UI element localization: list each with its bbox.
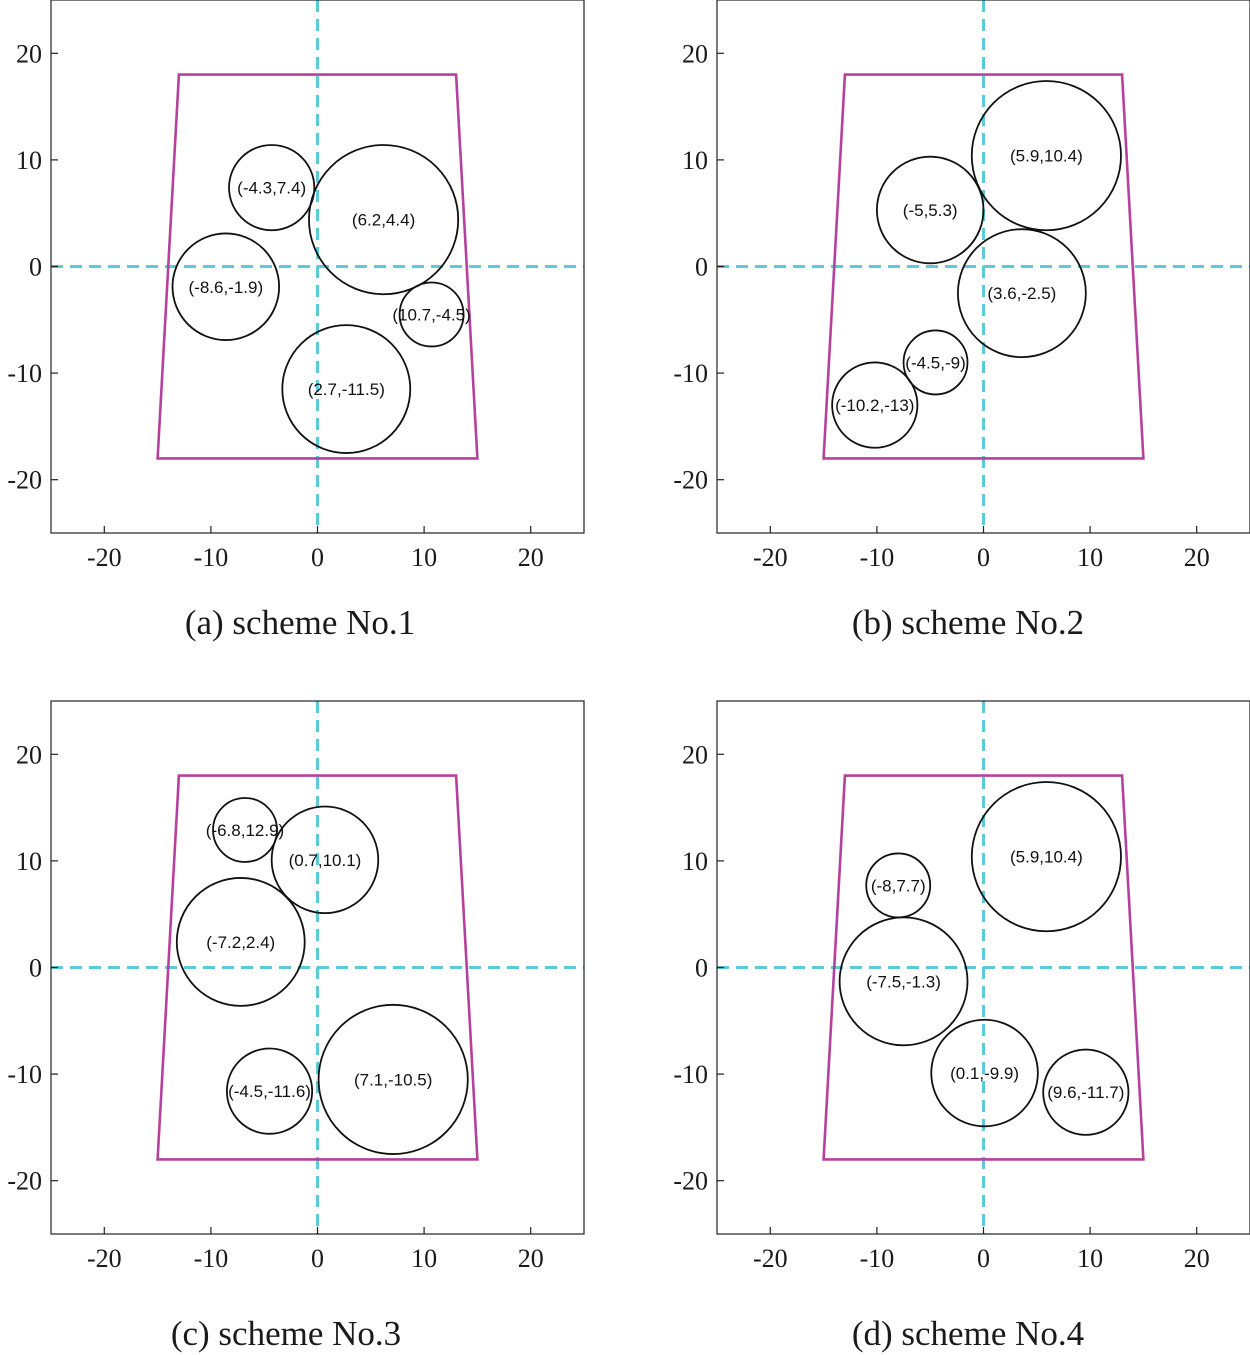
panel-d-circle-1 [970, 781, 1122, 933]
panel-a-ytick-label-4: -10 [7, 359, 42, 388]
panel-a: (-4.3,7.4) (6.2,4.4) (-8.6,-1.9) (10.7,-4.5… [7, 0, 585, 642]
panel-b-circle-3 [957, 228, 1087, 359]
panel-b-xtick-label-2: -10 [860, 543, 895, 572]
panel-a-circle-1 [228, 144, 316, 232]
panel-a-ytick-label-3: 0 [29, 253, 42, 282]
panel-c-circle-5 [317, 1003, 469, 1155]
panel-d-caption: (d) scheme No.4 [852, 1314, 1084, 1353]
panel-b-circle-label-4: (-4.5,-9) [905, 353, 965, 372]
panel-d-xtick-label-5: 20 [1184, 1244, 1210, 1273]
panel-b-xtick-label-4: 10 [1077, 543, 1103, 572]
panel-c-caption: (c) scheme No.3 [171, 1314, 401, 1353]
panel-c-circle-2 [270, 805, 380, 915]
panel-b-circle-label-5: (-10.2,-13) [835, 396, 914, 415]
panel-a-boundary [156, 73, 479, 460]
panel-a-circle-label-5: (2.7,-11.5) [308, 380, 385, 399]
panel-a-circle-label-4: (10.7,-4.5) [392, 305, 470, 324]
panel-c-xtick-label-4: 10 [411, 1244, 437, 1273]
panel-a-circle-label-1: (-4.3,7.4) [237, 179, 306, 198]
panel-b-xtick-label-5: 20 [1184, 543, 1210, 572]
panel-a-xtick-label-1: -20 [87, 543, 122, 572]
panel-c-circle-1 [212, 797, 278, 863]
panel-b-circle-2 [876, 155, 985, 265]
panel-b-circle-label-2: (-5,5.3) [903, 201, 958, 220]
panel-a-circle-label-2: (6.2,4.4) [352, 211, 415, 230]
panel-b-circle-5 [831, 361, 919, 449]
panel-d-circle-3 [838, 916, 969, 1047]
panel-b-ytick-label-3: 0 [695, 253, 708, 282]
panel-a-ytick-label-2: 10 [16, 146, 42, 175]
panel-a-ytick-label-1: 20 [16, 39, 42, 68]
panel-a-xtick-label-3: 0 [311, 543, 324, 572]
panel-d-circle-label-3: (-7.5,-1.3) [866, 972, 941, 991]
panel-d-xtick-label-3: 0 [977, 1244, 990, 1273]
panel-c-xtick-label-5: 20 [518, 1244, 544, 1273]
panel-d-circle-label-1: (5.9,10.4) [1010, 848, 1083, 867]
panel-b-caption: (b) scheme No.2 [852, 603, 1084, 642]
panel-c: (-6.8,12.9) (0.7,10.1) (-7.2,2.4) (-4.5,-11… [7, 700, 585, 1353]
panel-c-circle-label-4: (-4.5,-11.6) [228, 1082, 311, 1101]
panel-a-circle-3 [171, 232, 281, 341]
panel-c-xtick-label-2: -10 [194, 1244, 229, 1273]
panel-b-circle-4 [902, 329, 969, 396]
panel-c-boundary [156, 774, 479, 1161]
panel-b: (5.9,10.4) (-5,5.3) (3.6,-2.5) (-4.5,-9) (-1… [673, 0, 1250, 642]
panel-d-xtick-label-4: 10 [1077, 1244, 1103, 1273]
panel-d-xtick-label-2: -10 [860, 1244, 895, 1273]
panel-a-circle-2 [308, 144, 460, 296]
panel-d-ytick-label-5: -20 [673, 1167, 708, 1196]
panel-d: (5.9,10.4) (-8,7.7) (-7.5,-1.3) (0.1,-9.9) (… [673, 700, 1250, 1353]
panel-b-circle-label-3: (3.6,-2.5) [987, 284, 1056, 303]
panel-a-caption: (a) scheme No.1 [185, 603, 415, 642]
panel-b-boundary [822, 73, 1145, 460]
panel-d-ytick-label-2: 10 [682, 847, 708, 876]
panel-d-circle-4 [930, 1018, 1039, 1128]
panel-d-ytick-label-3: 0 [695, 954, 708, 983]
panel-a-xtick-label-2: -10 [194, 543, 229, 572]
panel-c-circle-label-2: (0.7,10.1) [289, 851, 362, 870]
panel-a-circle-label-3: (-8.6,-1.9) [189, 278, 264, 297]
panel-c-circle-3 [175, 877, 306, 1007]
panel-d-ytick-label-4: -10 [673, 1060, 708, 1089]
panel-c-ytick-label-4: -10 [7, 1060, 42, 1089]
panel-b-xtick-label-3: 0 [977, 543, 990, 572]
panel-b-ytick-label-5: -20 [673, 466, 708, 495]
panel-b-xtick-label-1: -20 [753, 543, 788, 572]
panel-c-ytick-label-1: 20 [16, 740, 42, 769]
panel-d-circle-5 [1042, 1048, 1130, 1136]
panel-d-xtick-label-1: -20 [753, 1244, 788, 1273]
panel-b-ytick-label-2: 10 [682, 146, 708, 175]
panel-b-ytick-label-4: -10 [673, 359, 708, 388]
panel-c-xtick-label-1: -20 [87, 1244, 122, 1273]
panel-d-ytick-label-1: 20 [682, 740, 708, 769]
panel-c-ytick-label-2: 10 [16, 847, 42, 876]
panel-d-boundary [822, 774, 1145, 1161]
panel-c-ytick-label-5: -20 [7, 1167, 42, 1196]
panel-a-circle-5 [281, 324, 412, 454]
panel-d-circle-label-5: (9.6,-11.7) [1047, 1083, 1124, 1102]
panel-a-xtick-label-5: 20 [518, 543, 544, 572]
panel-c-xtick-label-3: 0 [311, 1244, 324, 1273]
panel-d-circle-label-4: (0.1,-9.9) [950, 1064, 1019, 1083]
panel-c-ytick-label-3: 0 [29, 954, 42, 983]
panel-c-circle-4 [225, 1047, 314, 1135]
panel-d-circle-label-2: (-8,7.7) [871, 876, 926, 895]
panel-a-ytick-label-5: -20 [7, 466, 42, 495]
panel-b-circle-label-1: (5.9,10.4) [1010, 147, 1083, 166]
panel-a-circle-4 [398, 281, 465, 348]
panel-b-circle-1 [970, 80, 1122, 232]
panel-c-circle-label-5: (7.1,-10.5) [354, 1070, 432, 1089]
panel-a-xtick-label-4: 10 [411, 543, 437, 572]
panel-c-circle-label-1: (-6.8,12.9) [206, 821, 284, 840]
panel-c-circle-label-3: (-7.2,2.4) [206, 933, 275, 952]
panel-b-ytick-label-1: 20 [682, 39, 708, 68]
